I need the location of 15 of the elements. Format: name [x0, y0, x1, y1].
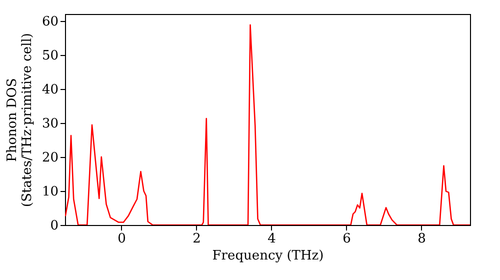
y-tick-label: 0: [50, 218, 58, 234]
x-axis-title: Frequency (THz): [212, 248, 324, 264]
y-tick-label: 20: [42, 150, 58, 166]
x-tick-label: 0: [118, 232, 126, 246]
line-series: [65, 24, 470, 225]
x-tick-label: 2: [192, 232, 201, 246]
x-tick-label: 4: [268, 232, 276, 246]
y-tick-label: 40: [42, 82, 58, 98]
x-tick-label: 8: [418, 232, 426, 246]
y-tick-label: 30: [42, 116, 58, 132]
x-tick-label: 6: [342, 232, 351, 246]
y-tick-label: 50: [42, 48, 58, 64]
y-axis-title: Phonon DOS (States/THz·primitive cell): [4, 32, 35, 208]
y-tick-label: 10: [42, 184, 58, 200]
y-tick-label: 60: [42, 14, 58, 30]
